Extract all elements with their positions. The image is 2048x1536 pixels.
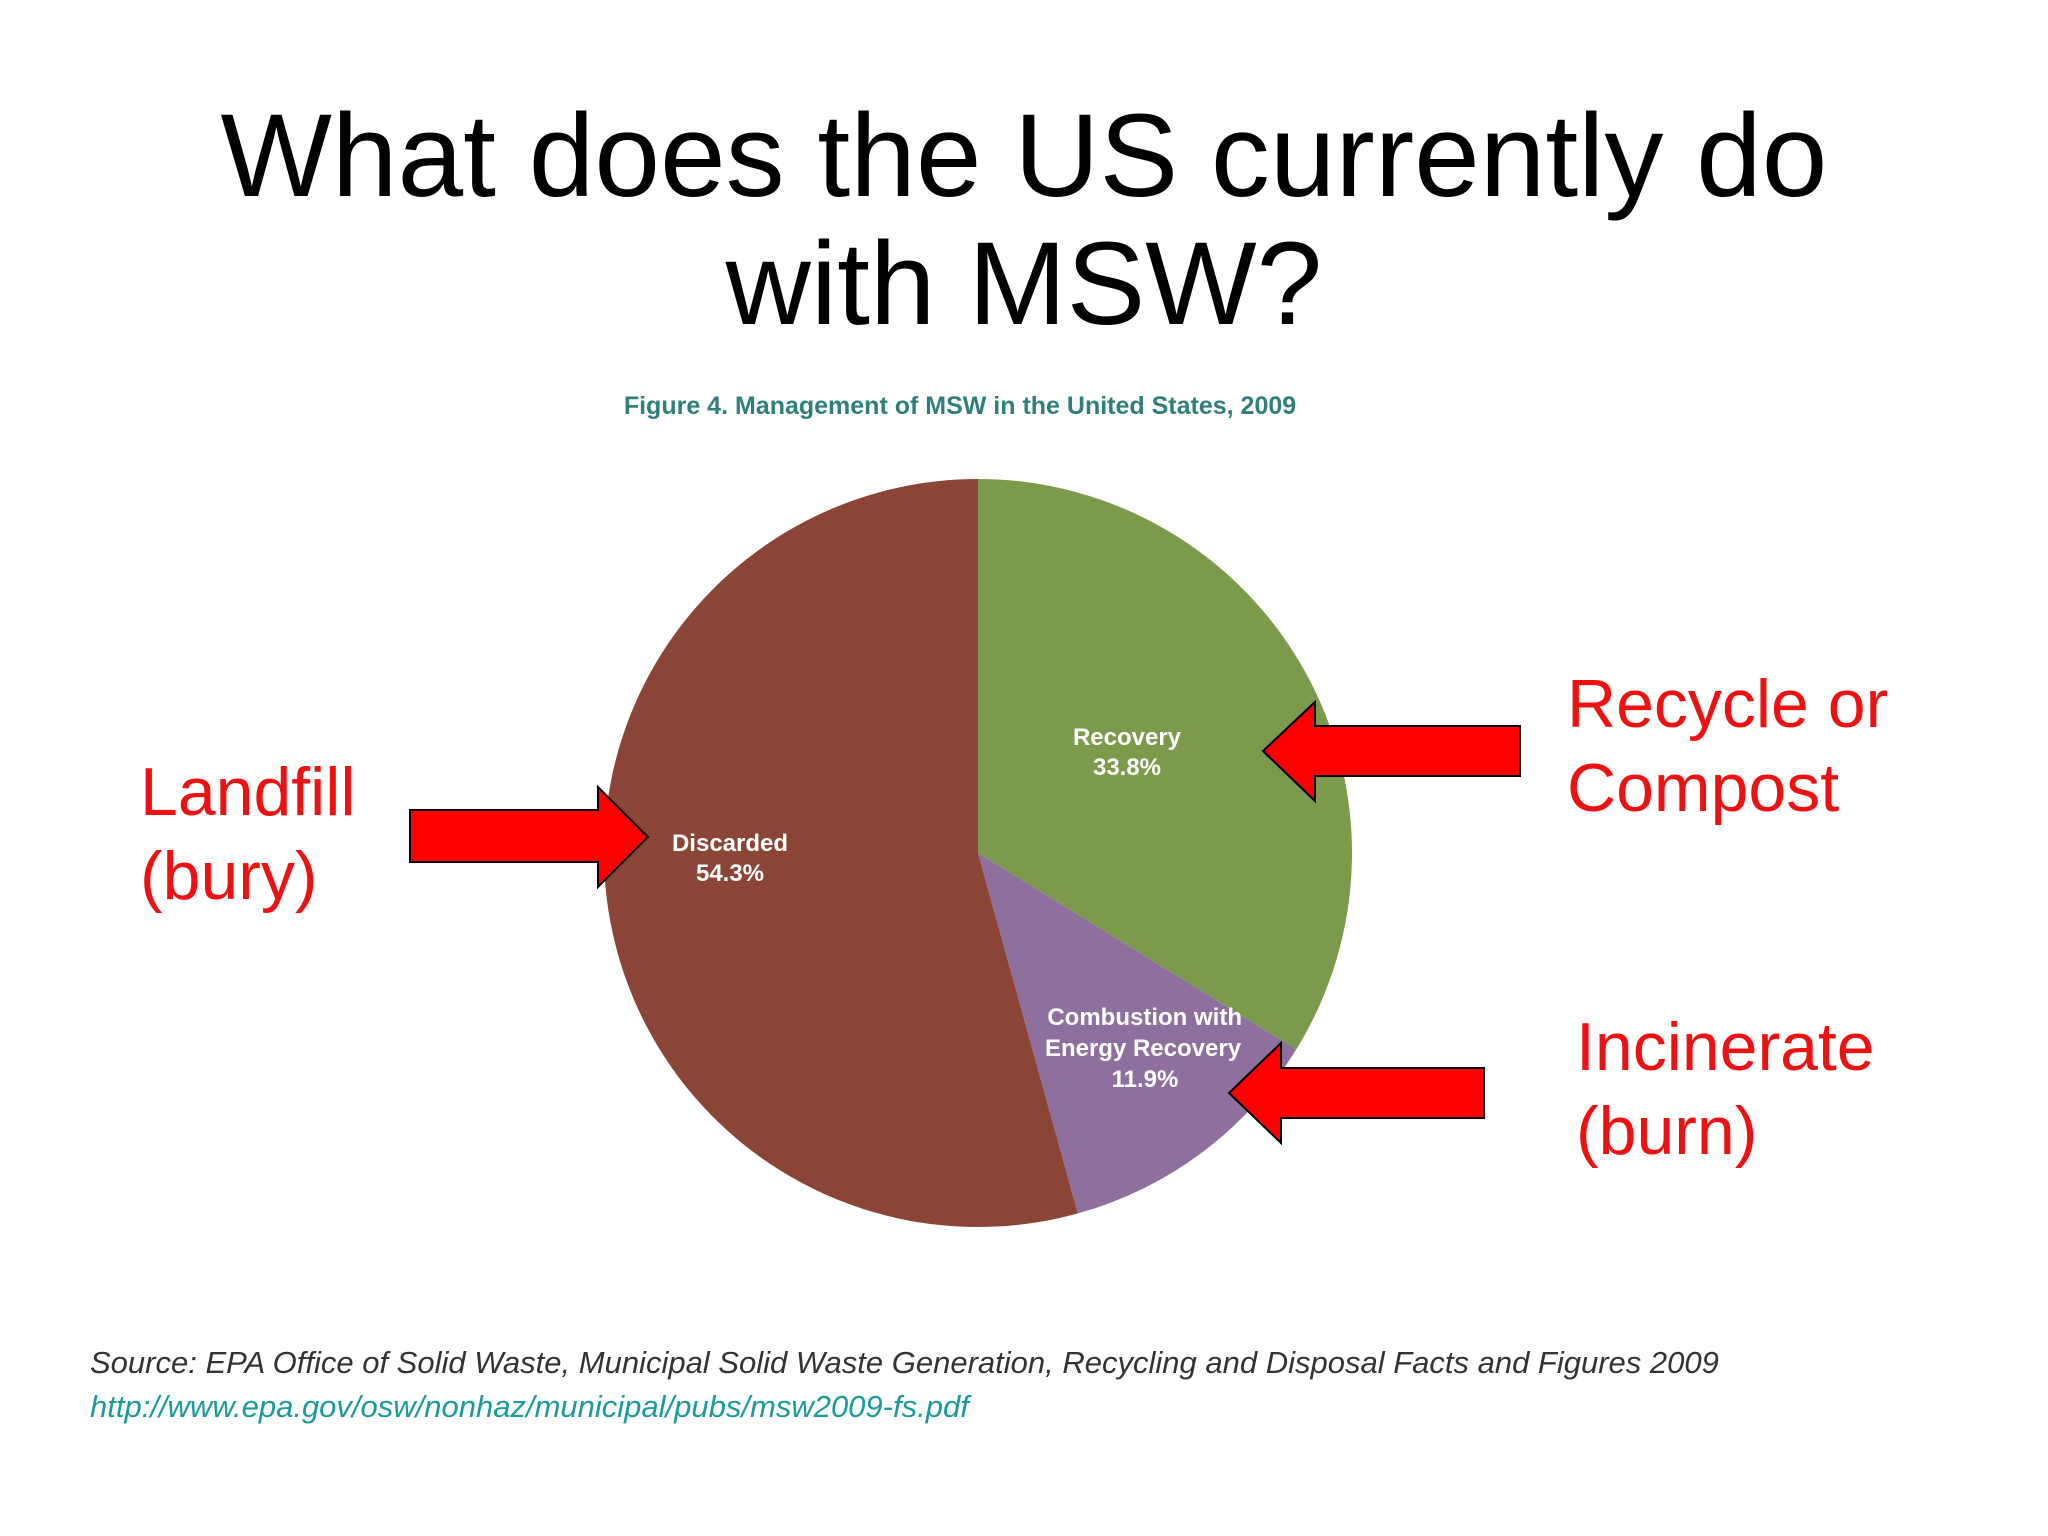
arrow-recycle <box>1261 699 1521 804</box>
pie-slice-recovery <box>978 478 1353 1050</box>
callout-incinerate-line-2: (burn) <box>1576 1093 1758 1169</box>
arrow-incinerate <box>1227 1040 1485 1146</box>
callout-landfill-line-1: Landfill <box>140 754 356 830</box>
pie-slice-combustion <box>978 853 1297 1214</box>
slice-value-recovery: 33.8% <box>1093 754 1161 781</box>
pie-slice-discarded <box>603 479 1078 1227</box>
source-block: Source: EPA Office of Solid Waste, Munic… <box>90 1341 1719 1429</box>
slice-label-discarded: Discarded <box>672 830 788 857</box>
callout-incinerate-line-1: Incinerate <box>1576 1009 1875 1085</box>
callout-recycle-line-1: Recycle or <box>1567 666 1889 742</box>
callout-recycle: Recycle or Compost <box>1567 662 1888 830</box>
slice-label-combustion-line-1: Combustion with <box>1047 1004 1242 1031</box>
slice-value-combustion: 11.9% <box>1112 1066 1179 1093</box>
chart-title: Figure 4. Management of MSW in the Unite… <box>624 392 1296 420</box>
slide-title-line-2: with MSW? <box>725 218 1323 350</box>
slice-label-combustion: Combustion with Energy Recovery <box>1045 1004 1249 1062</box>
slice-value-discarded: 54.3% <box>696 860 764 887</box>
slice-label-recovery: Recovery <box>1073 724 1182 751</box>
callout-landfill-line-2: (bury) <box>140 838 318 914</box>
callout-recycle-line-2: Compost <box>1567 750 1840 826</box>
callout-landfill: Landfill (bury) <box>140 750 356 918</box>
source-link[interactable]: http://www.epa.gov/osw/nonhaz/municipal/… <box>90 1389 969 1424</box>
source-text: Source: EPA Office of Solid Waste, Munic… <box>90 1345 1719 1380</box>
slice-label-combustion-line-2: Energy Recovery <box>1045 1035 1242 1062</box>
slide-title-line-1: What does the US currently do <box>220 90 1828 222</box>
callout-incinerate: Incinerate (burn) <box>1576 1005 1875 1173</box>
arrow-landfill <box>409 784 650 890</box>
slide-title: What does the US currently do with MSW? <box>0 92 2048 348</box>
